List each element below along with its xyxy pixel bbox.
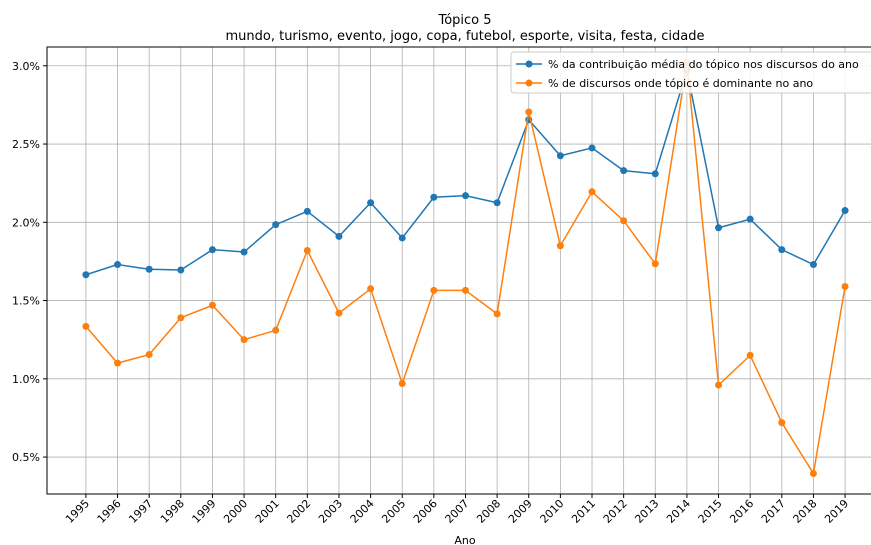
point xyxy=(620,217,628,225)
y-tick-label: 1.0% xyxy=(12,373,40,386)
point xyxy=(525,108,533,116)
point xyxy=(809,469,817,477)
point xyxy=(272,326,280,334)
point xyxy=(177,266,185,274)
point xyxy=(367,199,375,207)
point xyxy=(272,221,280,229)
point xyxy=(208,246,216,254)
point xyxy=(335,309,343,317)
point xyxy=(145,265,153,273)
x-axis-label: Ano xyxy=(454,534,475,545)
legend-marker xyxy=(525,79,533,87)
point xyxy=(240,336,248,344)
y-tick-label: 2.5% xyxy=(12,138,40,151)
point xyxy=(398,380,406,388)
legend-box xyxy=(510,51,871,94)
legend-marker xyxy=(525,60,533,68)
point xyxy=(430,193,438,201)
point xyxy=(114,261,122,269)
point xyxy=(715,381,723,389)
point xyxy=(398,234,406,242)
point xyxy=(778,419,786,427)
point xyxy=(841,207,849,215)
point xyxy=(82,322,90,330)
point xyxy=(746,215,754,223)
chart-title: Tópico 5 xyxy=(437,13,491,28)
point xyxy=(461,192,469,200)
point xyxy=(493,310,501,318)
point xyxy=(841,282,849,290)
point xyxy=(556,242,564,250)
legend-label: % da contribuição média do tópico nos di… xyxy=(548,58,859,71)
y-tick-label: 1.5% xyxy=(12,295,40,308)
point xyxy=(145,351,153,359)
y-tick-label: 3.0% xyxy=(12,60,40,73)
point xyxy=(588,144,596,152)
point xyxy=(82,271,90,279)
plot-frame xyxy=(46,46,871,495)
point xyxy=(651,170,659,178)
point xyxy=(303,246,311,254)
point xyxy=(620,167,628,175)
point xyxy=(240,248,248,256)
point xyxy=(367,285,375,293)
point xyxy=(461,286,469,294)
point xyxy=(335,232,343,240)
point xyxy=(303,207,311,215)
y-tick-label: 2.0% xyxy=(12,216,40,229)
point xyxy=(778,246,786,254)
point xyxy=(177,314,185,322)
point xyxy=(809,261,817,269)
point xyxy=(208,301,216,309)
point xyxy=(588,188,596,196)
point xyxy=(430,286,438,294)
point xyxy=(556,152,564,160)
point xyxy=(493,199,501,207)
point xyxy=(715,224,723,232)
legend-label: % de discursos onde tópico é dominante n… xyxy=(548,77,813,90)
chart-subtitle: mundo, turismo, evento, jogo, copa, fute… xyxy=(225,29,704,44)
point xyxy=(114,359,122,367)
point xyxy=(746,351,754,359)
point xyxy=(651,260,659,268)
y-tick-label: 0.5% xyxy=(12,451,40,464)
